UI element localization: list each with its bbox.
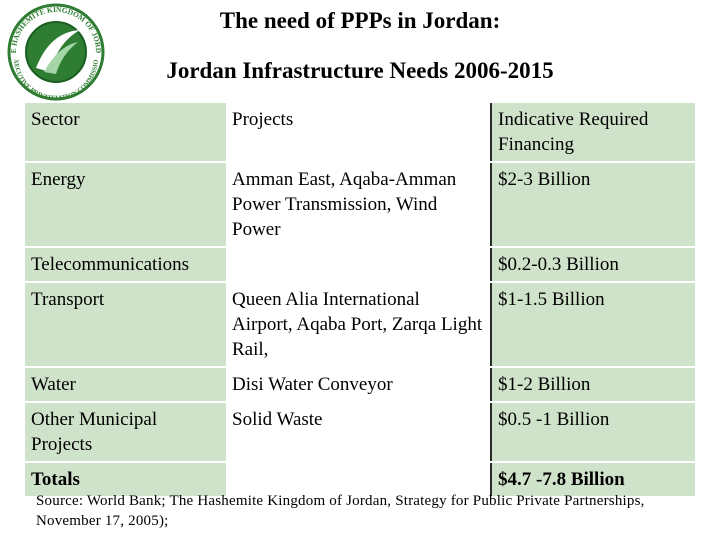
sector-cell: Transport (25, 282, 226, 368)
totals-projects-cell (226, 462, 491, 498)
financing-cell: $1-1.5 Billion (490, 282, 695, 368)
projects-cell: Solid Waste (226, 402, 491, 463)
projects-cell: Disi Water Conveyor (226, 367, 491, 403)
header-financing-line1: Indicative Required (498, 109, 649, 130)
infrastructure-needs-table: Sector Projects Indicative Required Finan… (25, 103, 695, 498)
financing-cell: $1-2 Billion (490, 367, 695, 403)
totals-label: Totals (25, 462, 226, 498)
hashemite-kingdom-emblem-logo: THE HASHEMITE KINGDOM OF JORDAN EXECUTIV… (0, 2, 105, 102)
totals-financing: $4.7 -7.8 Billion (490, 462, 695, 498)
table-row: Transport Queen Alia International Airpo… (25, 282, 695, 368)
source-note: Source: World Bank; The Hashemite Kingdo… (36, 493, 645, 529)
table-row: Telecommunications $0.2-0.3 Billion (25, 247, 695, 283)
table-row: Energy Amman East, Aqaba-Amman Power Tra… (25, 162, 695, 248)
financing-cell: $0.5 -1 Billion (490, 402, 695, 463)
sector-cell: Telecommunications (25, 247, 226, 283)
table-row: Other Municipal Projects Solid Waste $0.… (25, 402, 695, 463)
sector-cell: Water (25, 367, 226, 403)
totals-row: Totals $4.7 -7.8 Billion (25, 462, 695, 498)
table-header-row: Sector Projects Indicative Required Finan… (25, 103, 695, 163)
header-financing: Indicative Required Financing (490, 103, 695, 163)
header-projects: Projects (226, 103, 491, 163)
sector-cell: Energy (25, 162, 226, 248)
projects-cell (226, 247, 491, 283)
sector-cell: Other Municipal Projects (25, 402, 226, 463)
financing-cell: $0.2-0.3 Billion (490, 247, 695, 283)
table-row: Water Disi Water Conveyor $1-2 Billion (25, 367, 695, 403)
header-financing-line2: Financing (498, 134, 574, 155)
projects-cell: Amman East, Aqaba-Amman Power Transmissi… (226, 162, 491, 248)
financing-cell: $2-3 Billion (490, 162, 695, 248)
slide-title: The need of PPPs in Jordan: (219, 8, 501, 33)
header-sector: Sector (25, 103, 226, 163)
projects-cell: Queen Alia International Airport, Aqaba … (226, 282, 491, 368)
slide-subtitle: Jordan Infrastructure Needs 2006-2015 (166, 58, 554, 83)
